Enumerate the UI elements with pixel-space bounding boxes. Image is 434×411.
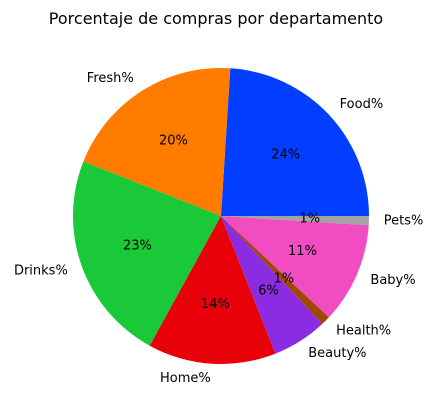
chart-title: Porcentaje de compras por departamento	[49, 9, 383, 28]
slice-label-drinks: Drinks%	[14, 264, 68, 279]
pie-slice-beauty	[221, 216, 323, 354]
pie-slice-home	[149, 216, 276, 364]
slice-labels: Food% Fresh% Drinks% Home% Beauty% Health% Bab…	[14, 71, 423, 386]
slice-label-pets: Pets%	[384, 214, 424, 229]
percent-label-food: 24%	[271, 148, 300, 163]
percent-label-drinks: 23%	[123, 239, 152, 254]
pie-slice-health	[221, 216, 329, 324]
percent-label-home: 14%	[201, 297, 230, 312]
pie-slice-food	[221, 68, 369, 216]
slice-label-beauty: Beauty%	[308, 346, 366, 361]
percent-label-pets: 1%	[299, 211, 320, 226]
percent-label-baby: 11%	[288, 244, 317, 259]
slice-label-baby: Baby%	[370, 273, 415, 288]
slice-label-home: Home%	[160, 371, 211, 386]
pie-slices	[72, 68, 369, 364]
slice-label-health: Health%	[336, 324, 391, 339]
percent-label-beauty: 6%	[258, 283, 279, 298]
pie-slice-fresh	[83, 68, 231, 216]
pie-slice-pets	[221, 216, 369, 226]
percent-label-health: 1%	[273, 271, 294, 286]
percent-label-fresh: 20%	[159, 134, 188, 149]
pie-slice-baby	[221, 216, 369, 318]
slice-label-food: Food%	[340, 97, 384, 112]
percent-labels: 24%20%23%14%6%1%11%1%	[123, 134, 320, 313]
pie-slice-drinks	[72, 161, 221, 346]
slice-label-fresh: Fresh%	[87, 71, 134, 86]
